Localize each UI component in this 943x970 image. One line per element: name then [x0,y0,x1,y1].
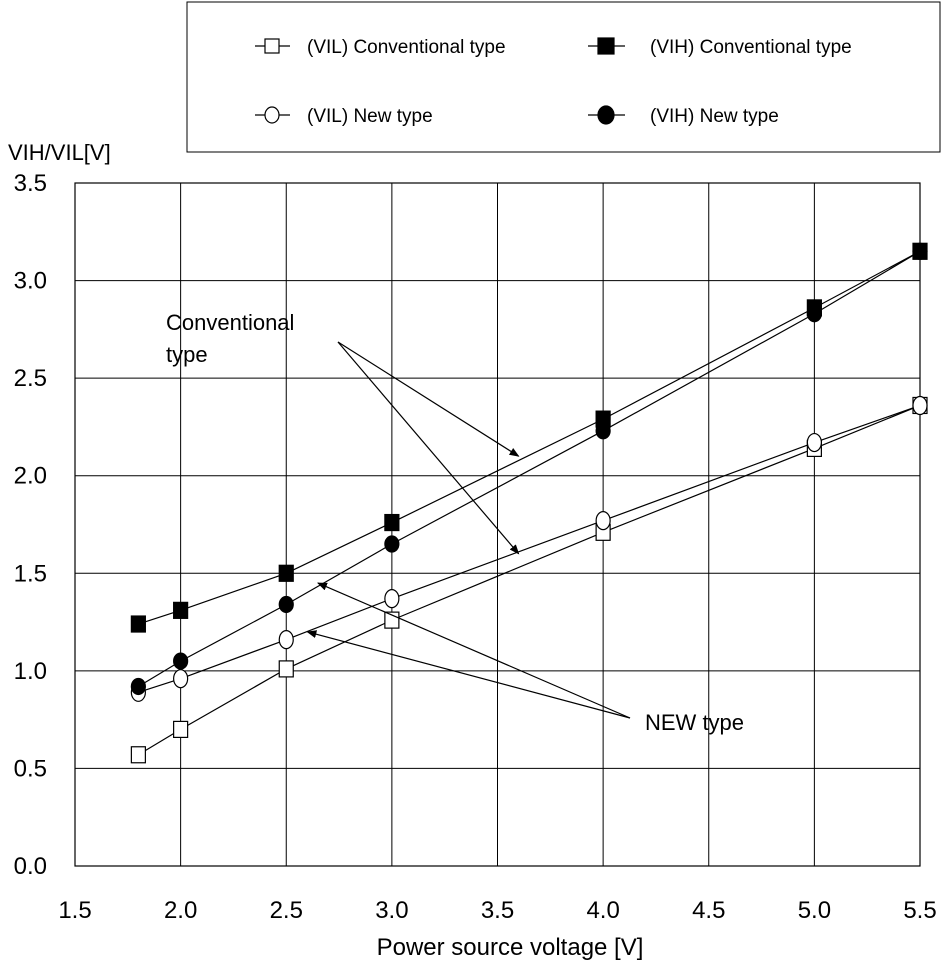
series-1 [130,396,928,764]
data-point [806,432,822,453]
x-tick-label: 4.0 [586,897,619,924]
legend-marker-square-filled [597,37,615,55]
x-tick-label: 4.5 [692,897,725,924]
x-tick-label: 1.5 [58,897,91,924]
legend-label-2: (VIH) Conventional type [650,37,852,58]
data-point [912,395,928,416]
annotation-arrow [337,341,520,457]
x-tick-label: 5.0 [798,897,831,924]
legend-marker-circle-filled [597,105,615,125]
data-point [595,422,611,440]
x-tick-label: 3.0 [375,897,408,924]
data-point [130,677,146,696]
y-axis-title: VIH/VIL[V] [8,140,111,165]
legend-box [186,1,941,153]
data-point [384,589,400,609]
legend-label-3: (VIL) New type [307,106,433,127]
data-point [278,595,294,614]
annotation-arrow [306,630,631,719]
data-point [130,615,146,633]
y-tick-label: 2.5 [14,365,47,392]
data-point [278,630,294,650]
data-point [384,535,400,553]
legend: (VIL) Conventional type (VIH) Convention… [186,1,941,153]
y-tick-label: 1.5 [14,560,47,587]
x-axis-title: Power source voltage [V] [377,934,644,961]
data-point [806,305,822,323]
legend-entry-3: (VIL) New type [255,106,433,127]
data-point [278,660,294,678]
y-tick-label: 0.5 [14,755,47,782]
y-tick-label: 3.0 [14,268,47,295]
tick-labels: 1.5 2.0 2.5 3.0 3.5 4.0 4.5 5.0 5.5 0.0 0.5 1.0 1.5 2… [14,170,937,924]
y-tick-label: 1.0 [14,658,47,685]
x-tick-label: 2.5 [270,897,303,924]
data-point [173,652,189,670]
series-4 [130,242,928,696]
legend-entry-4: (VIH) New type [588,105,779,127]
x-tick-label: 5.5 [903,897,936,924]
legend-label-1: (VIL) Conventional type [307,37,506,58]
data-point [173,720,189,739]
annotation-conventional-line2: type [166,342,208,367]
series-3 [130,395,928,702]
annotation-new-type: NEW type [645,710,744,735]
legend-marker-square-open [264,38,280,54]
legend-entry-2: (VIH) Conventional type [588,37,852,58]
data-point [912,242,928,260]
x-tick-label: 3.5 [481,897,514,924]
series-line [138,404,921,756]
legend-label-4: (VIH) New type [650,106,779,127]
data-point [595,510,611,531]
data-point [173,601,189,619]
legend-entry-1: (VIL) Conventional type [255,37,506,58]
data-point [384,513,400,532]
series-line [138,404,921,693]
grid [75,183,920,866]
annotation-arrow [317,582,631,719]
data-point [173,669,189,689]
data-point [130,746,146,764]
series-group [130,242,928,764]
series-line [138,250,921,625]
x-tick-label: 2.0 [164,897,197,924]
annotation-arrow [337,341,520,555]
annotations: Conventional type NEW type [166,310,744,735]
y-tick-label: 2.0 [14,463,47,490]
data-point [278,564,294,582]
y-tick-label: 3.5 [14,170,47,197]
y-tick-label: 0.0 [14,853,47,880]
annotation-conventional-line1: Conventional [166,310,294,335]
legend-marker-circle-open [264,106,280,124]
